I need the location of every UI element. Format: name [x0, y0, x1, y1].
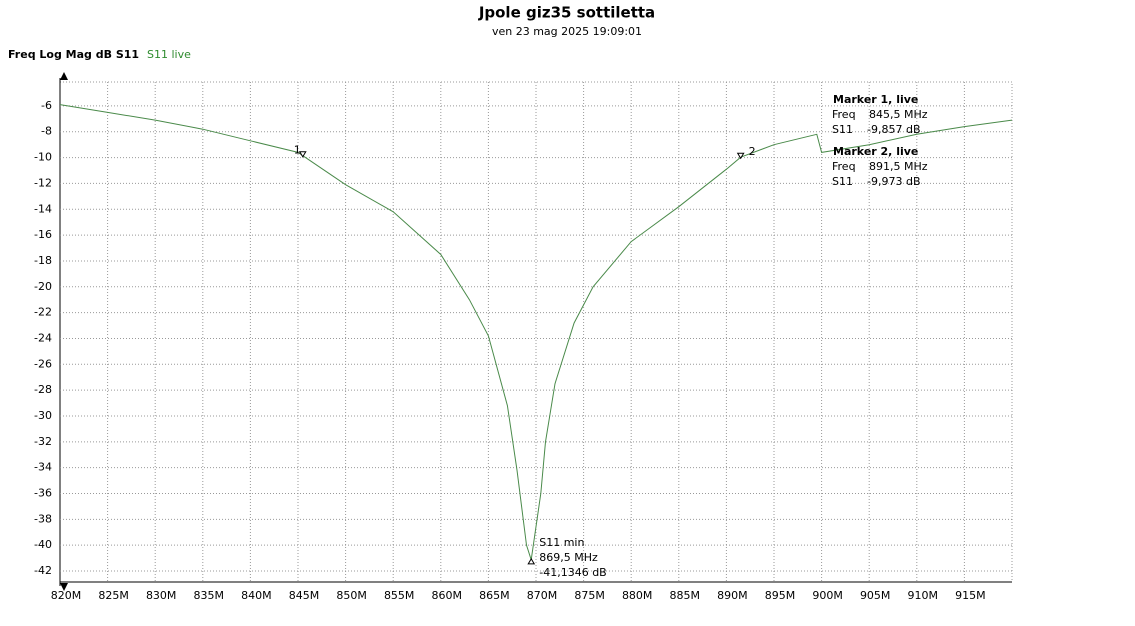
field-label: Freq	[832, 160, 856, 173]
min-freq: 869,5 MHz	[539, 551, 598, 564]
y-tick-label: -12	[34, 176, 52, 189]
x-tick-label: 835M	[194, 589, 225, 602]
axis-arrow-up	[60, 72, 68, 80]
marker-symbol	[736, 152, 745, 160]
marker-value: -9,973 dB	[867, 175, 921, 188]
y-tick-label: -16	[34, 228, 52, 241]
marker-freq: 845,5 MHz	[869, 108, 928, 121]
chart-subtitle: ven 23 mag 2025 19:09:01	[492, 25, 642, 38]
x-tick-label: 850M	[336, 589, 367, 602]
y-tick-label: -38	[34, 512, 52, 525]
y-tick-label: -10	[34, 151, 52, 164]
x-tick-label: 830M	[146, 589, 177, 602]
x-tick-label: 915M	[955, 589, 986, 602]
x-tick-label: 895M	[765, 589, 796, 602]
y-tick-label: -14	[34, 202, 52, 215]
field-label: S11	[832, 123, 853, 136]
axis-arrow-down	[60, 583, 68, 591]
y-tick-label: -24	[34, 331, 52, 344]
y-tick-label: -34	[34, 461, 52, 474]
y-tick-label: -20	[34, 280, 52, 293]
y-tick-label: -40	[34, 538, 52, 551]
marker-number: 2	[749, 145, 756, 158]
legend-entry: S11 live	[147, 48, 191, 61]
y-tick-label: -42	[34, 564, 52, 577]
marker-freq: 891,5 MHz	[869, 160, 928, 173]
field-label: S11	[832, 175, 853, 188]
y-tick-label: -30	[34, 409, 52, 422]
y-tick-label: -36	[34, 486, 52, 499]
marker-title: Marker 1, live	[833, 93, 918, 106]
x-tick-label: 870M	[527, 589, 558, 602]
marker-title: Marker 2, live	[833, 145, 918, 158]
marker-symbol	[298, 151, 307, 158]
y-tick-label: -6	[41, 99, 52, 112]
x-tick-label: 890M	[717, 589, 748, 602]
x-tick-label: 865M	[479, 589, 510, 602]
x-tick-label: 840M	[241, 589, 272, 602]
x-tick-label: 905M	[860, 589, 891, 602]
x-tick-label: 885M	[670, 589, 701, 602]
marker-value: -9,857 dB	[867, 123, 921, 136]
y-tick-label: -28	[34, 383, 52, 396]
y-tick-label: -22	[34, 306, 52, 319]
min-value: -41,1346 dB	[539, 566, 606, 579]
chart-title: Jpole giz35 sottiletta	[478, 4, 655, 22]
x-tick-label: 880M	[622, 589, 653, 602]
y-tick-label: -8	[41, 125, 52, 138]
marker-symbol	[527, 557, 536, 565]
min-title: S11 min	[539, 536, 584, 549]
field-label: Freq	[832, 108, 856, 121]
x-tick-label: 820M	[51, 589, 82, 602]
y-tick-label: -32	[34, 435, 52, 448]
y-tick-label: -26	[34, 357, 52, 370]
x-tick-label: 860M	[432, 589, 463, 602]
marker-number: 1	[294, 144, 301, 157]
x-tick-label: 855M	[384, 589, 415, 602]
x-tick-label: 845M	[289, 589, 320, 602]
y-axis-title: Freq Log Mag dB S11	[8, 48, 139, 61]
y-tick-label: -18	[34, 254, 52, 267]
x-tick-label: 910M	[908, 589, 939, 602]
x-tick-label: 900M	[812, 589, 843, 602]
x-tick-label: 825M	[98, 589, 129, 602]
trace	[59, 104, 1013, 560]
x-tick-label: 875M	[574, 589, 605, 602]
